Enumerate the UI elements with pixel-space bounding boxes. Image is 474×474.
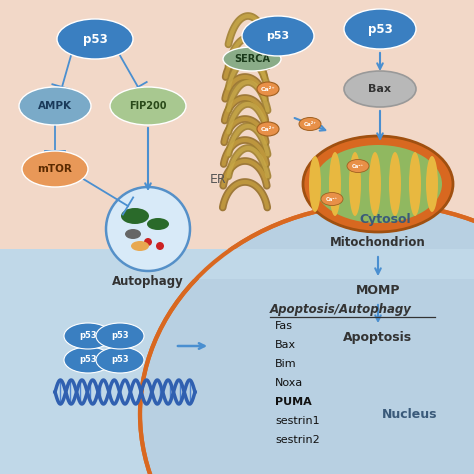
Ellipse shape	[96, 347, 144, 373]
Ellipse shape	[242, 16, 314, 56]
Text: Bax: Bax	[368, 84, 392, 94]
Bar	[0, 249, 474, 279]
Circle shape	[106, 187, 190, 271]
Ellipse shape	[299, 118, 321, 130]
Ellipse shape	[257, 82, 279, 96]
Text: mTOR: mTOR	[37, 164, 73, 174]
Bar	[0, 249, 474, 264]
Text: Fas: Fas	[275, 321, 293, 331]
Text: p53: p53	[368, 22, 392, 36]
Ellipse shape	[321, 192, 343, 206]
Text: Bax: Bax	[275, 340, 296, 350]
Circle shape	[156, 242, 164, 250]
Text: sestrin2: sestrin2	[275, 435, 320, 445]
Ellipse shape	[121, 208, 149, 224]
Ellipse shape	[125, 229, 141, 239]
Text: Ca²⁺: Ca²⁺	[261, 127, 275, 131]
Text: Ca²⁺: Ca²⁺	[303, 121, 317, 127]
Ellipse shape	[349, 152, 361, 216]
Ellipse shape	[223, 47, 281, 71]
Text: FIP200: FIP200	[129, 101, 167, 111]
Circle shape	[144, 238, 152, 246]
Bar	[0, 259, 474, 474]
Ellipse shape	[344, 9, 416, 49]
Text: Ca²⁺: Ca²⁺	[352, 164, 364, 168]
Text: Apoptosis: Apoptosis	[344, 331, 412, 345]
Ellipse shape	[344, 71, 416, 107]
Text: p53: p53	[111, 331, 129, 340]
Ellipse shape	[19, 87, 91, 125]
Ellipse shape	[147, 218, 169, 230]
Text: ER: ER	[210, 173, 226, 185]
Text: sestrin1: sestrin1	[275, 416, 319, 426]
Text: AMPK: AMPK	[38, 101, 72, 111]
Ellipse shape	[131, 241, 149, 251]
Ellipse shape	[64, 347, 112, 373]
Ellipse shape	[257, 122, 279, 136]
Ellipse shape	[96, 323, 144, 349]
Ellipse shape	[347, 159, 369, 173]
Text: p53: p53	[79, 331, 97, 340]
Ellipse shape	[303, 136, 453, 232]
Text: Apoptosis/Autophagy: Apoptosis/Autophagy	[270, 302, 412, 316]
Text: p53: p53	[79, 356, 97, 365]
Text: SERCA: SERCA	[234, 54, 270, 64]
Text: Nucleus: Nucleus	[382, 408, 438, 420]
Text: p53: p53	[111, 356, 129, 365]
Ellipse shape	[314, 145, 442, 223]
Text: PUMA: PUMA	[275, 397, 312, 407]
Ellipse shape	[57, 19, 133, 59]
Ellipse shape	[110, 87, 186, 125]
Text: Mitochondrion: Mitochondrion	[330, 236, 426, 248]
Ellipse shape	[22, 151, 88, 187]
Text: Cytosol: Cytosol	[359, 212, 411, 226]
Text: Ca²⁺: Ca²⁺	[326, 197, 338, 201]
Text: p53: p53	[266, 31, 290, 41]
Text: MOMP: MOMP	[356, 284, 400, 298]
Ellipse shape	[140, 204, 474, 474]
Text: Ca²⁺: Ca²⁺	[261, 86, 275, 91]
Ellipse shape	[329, 152, 341, 216]
Text: p53: p53	[82, 33, 108, 46]
Text: Autophagy: Autophagy	[112, 275, 184, 289]
Ellipse shape	[409, 152, 421, 216]
Text: Noxa: Noxa	[275, 378, 303, 388]
Ellipse shape	[369, 152, 381, 216]
Ellipse shape	[389, 152, 401, 216]
Ellipse shape	[64, 323, 112, 349]
Text: Bim: Bim	[275, 359, 297, 369]
Ellipse shape	[309, 156, 321, 212]
Ellipse shape	[426, 156, 438, 212]
